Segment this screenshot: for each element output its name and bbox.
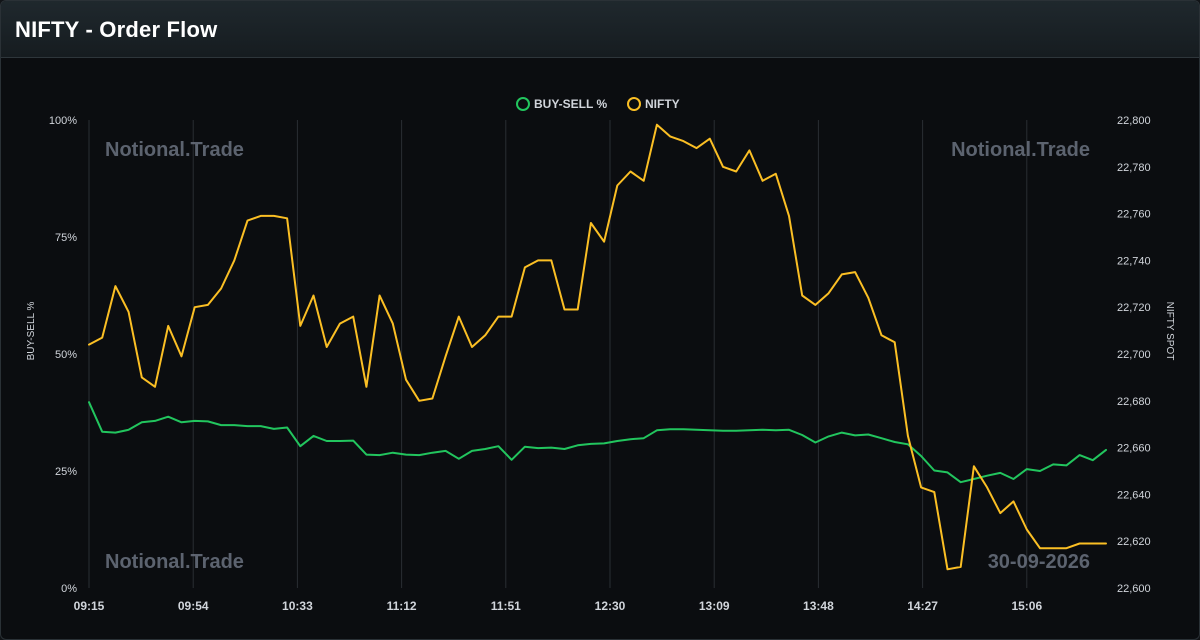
grid-layer [88,120,1028,588]
y-left-axis-title: BUY-SELL % [26,302,37,361]
x-tick-label: 14:27 [907,599,938,613]
x-tick-label: 10:33 [282,599,313,613]
y-left-tick-label: 0% [61,583,77,595]
watermark-bottom-left: Notional.Trade [105,551,244,573]
legend: BUY-SELL % NIFTY [516,97,680,111]
x-tick-label: 09:15 [74,599,105,613]
y-right-tick-label: 22,720 [1117,302,1151,314]
axis-layer: 09:15 09:54 10:33 11:12 11:51 12:30 13:09 13:48… [49,115,1151,613]
y-right-tick-label: 22,680 [1117,396,1151,408]
y-right-tick-label: 22,620 [1117,536,1151,548]
x-tick-label: 12:30 [595,599,626,613]
y-right-tick-label: 22,760 [1117,209,1151,221]
y-right-tick-label: 22,660 [1117,443,1151,455]
y-right-tick-label: 22,700 [1117,349,1151,361]
legend-item-nifty[interactable]: NIFTY [627,97,680,111]
legend-label-buy-sell: BUY-SELL % [534,97,607,111]
order-flow-chart: Notional.Trade Notional.Trade Notional.T… [26,97,1175,613]
watermark-date: 30-09-2026 [988,551,1090,573]
x-tick-label: 15:06 [1011,599,1042,613]
watermark-top-right: Notional.Trade [951,139,1090,161]
series-line-buy-sell [88,401,1107,484]
y-left-tick-label: 100% [49,115,77,127]
watermark-top-left: Notional.Trade [105,139,244,161]
y-right-tick-label: 22,780 [1117,162,1151,174]
x-tick-label: 09:54 [178,599,209,613]
y-left-tick-label: 25% [55,466,77,478]
legend-label-nifty: NIFTY [645,97,680,111]
legend-marker-buy-sell [516,97,530,111]
y-right-tick-label: 22,800 [1117,115,1151,127]
title-bar: NIFTY - Order Flow [1,1,1199,58]
x-tick-label: 13:48 [803,599,834,613]
chart-area: Notional.Trade Notional.Trade Notional.T… [1,58,1199,639]
series-layer [88,123,1107,571]
series-line-nifty [88,123,1107,571]
legend-item-buy-sell[interactable]: BUY-SELL % [516,97,607,111]
y-left-tick-label: 50% [55,349,77,361]
page-title: NIFTY - Order Flow [15,17,218,42]
y-right-tick-label: 22,640 [1117,489,1151,501]
y-left-tick-label: 75% [55,232,77,244]
x-tick-label: 11:51 [491,599,521,613]
y-right-tick-label: 22,740 [1117,255,1151,267]
y-right-axis-title: NIFTY SPOT [1164,302,1175,361]
x-tick-label: 13:09 [699,599,730,613]
y-right-tick-label: 22,600 [1117,583,1151,595]
legend-marker-nifty [627,97,641,111]
x-tick-label: 11:12 [387,599,417,613]
